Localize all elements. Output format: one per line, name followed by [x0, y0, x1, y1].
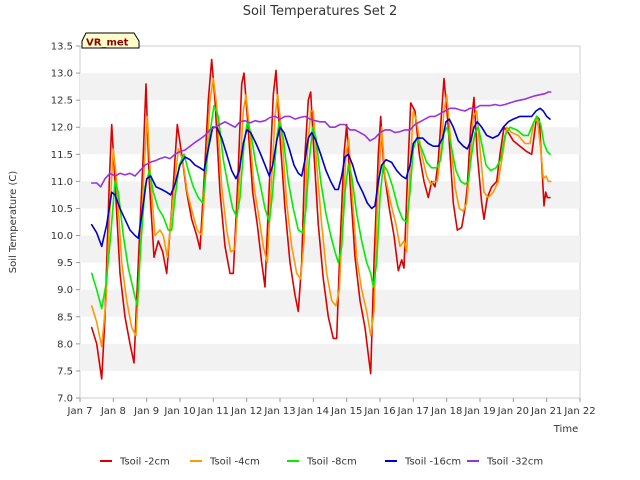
x-tick-label: Jan 14 — [297, 406, 329, 417]
y-axis-ticks: 7.0 7.5 8.0 8.5 9.0 9.5 10.0 10.5 11.0 11.5 12.0 12… — [51, 42, 80, 405]
y-tick-label: 12.0 — [51, 123, 73, 134]
series-line-tsoil-32cm — [90, 91, 552, 188]
x-axis-ticks: Jan 7 Jan 8 Jan 9 Jan 10 Jan 11 Jan 12 Jan 13 J… — [67, 398, 596, 417]
x-tick-label: Jan 17 — [397, 406, 429, 417]
station-label-box: VR_met — [81, 32, 140, 49]
x-tick-label: Jan 20 — [497, 406, 529, 417]
background-band — [80, 235, 580, 263]
legend-label: Tsoil -32cm — [486, 457, 543, 468]
series-lines — [90, 58, 552, 380]
y-tick-label: 9.0 — [57, 285, 73, 296]
series-line-tsoil-2cm — [90, 58, 551, 380]
y-tick-label: 8.5 — [57, 312, 73, 323]
y-tick-label: 10.5 — [51, 204, 73, 215]
y-tick-label: 13.0 — [51, 69, 73, 80]
x-tick-label: Jan 8 — [100, 406, 126, 417]
y-tick-label: 12.5 — [51, 96, 73, 107]
x-tick-label: Jan 7 — [67, 406, 93, 417]
station-label: VR_met — [86, 38, 129, 49]
series-line-tsoil-8cm — [90, 104, 551, 310]
background-band — [80, 127, 580, 155]
legend: Tsoil -2cm Tsoil -4cm Tsoil -8cm Tsoil -16c… — [100, 457, 543, 468]
x-tick-label: Jan 21 — [530, 406, 562, 417]
x-tick-label: Jan 19 — [463, 406, 495, 417]
legend-label: Tsoil -4cm — [209, 457, 260, 468]
y-tick-label: 9.5 — [57, 258, 73, 269]
background-band — [80, 73, 580, 101]
x-tick-label: Jan 11 — [197, 406, 229, 417]
y-tick-label: 13.5 — [51, 42, 73, 53]
x-tick-label: Jan 15 — [330, 406, 362, 417]
x-tick-label: Jan 18 — [430, 406, 462, 417]
x-axis-title: Time — [553, 424, 578, 435]
chart-title: Soil Temperatures Set 2 — [243, 4, 398, 19]
y-tick-label: 11.0 — [51, 177, 73, 188]
y-tick-label: 8.0 — [57, 339, 73, 350]
series-line-tsoil-16cm — [90, 107, 551, 248]
x-tick-label: Jan 9 — [133, 406, 159, 417]
series-line-tsoil-4cm — [90, 77, 552, 348]
legend-label: Tsoil -8cm — [306, 457, 357, 468]
x-tick-label: Jan 13 — [263, 406, 295, 417]
y-tick-label: 7.0 — [57, 394, 73, 405]
y-tick-label: 7.5 — [57, 366, 73, 377]
background-band — [80, 343, 580, 371]
legend-label: Tsoil -2cm — [119, 457, 170, 468]
x-tick-label: Jan 16 — [363, 406, 395, 417]
x-tick-label: Jan 22 — [563, 406, 595, 417]
x-tick-label: Jan 10 — [163, 406, 195, 417]
y-tick-label: 10.0 — [51, 231, 73, 242]
legend-label: Tsoil -16cm — [404, 457, 461, 468]
y-tick-label: 11.5 — [51, 150, 73, 161]
y-axis-title: Soil Temperature (C) — [8, 171, 19, 274]
x-tick-label: Jan 12 — [230, 406, 262, 417]
